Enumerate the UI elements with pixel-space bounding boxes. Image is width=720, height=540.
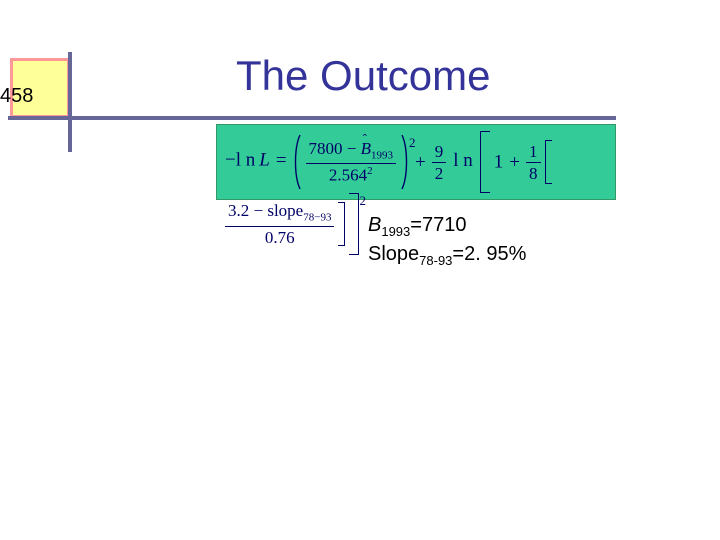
one: 1	[494, 152, 504, 173]
result-line-1: B1993=7710	[368, 212, 526, 241]
inner-den: 0.76	[225, 227, 334, 246]
lbracket-outer-icon	[480, 131, 490, 193]
result2-val: =2. 95%	[452, 243, 526, 265]
result2-sym: Slope	[368, 243, 419, 265]
page-number: 458	[0, 85, 33, 108]
horizontal-rule	[8, 116, 616, 120]
page-title: The Outcome	[236, 52, 490, 100]
plus-2: +	[507, 152, 522, 173]
term1-num-a: 7800 −	[309, 139, 357, 158]
plus-1: +	[413, 152, 428, 173]
inner-num-sub: 78−93	[303, 212, 331, 224]
term1-fraction: 7800 − ˆB1993 2.5642	[306, 140, 396, 184]
term1-den-sq: 2	[367, 165, 373, 177]
inner-num-a: 3.2 − slope	[228, 201, 303, 220]
formula-lead: −l n	[225, 150, 255, 171]
vertical-rule	[68, 52, 72, 152]
term1-num-sub: 1993	[371, 149, 393, 161]
rparen-icon	[400, 134, 409, 190]
result1-sub: 1993	[381, 224, 410, 239]
nine-over-two: 9 2	[432, 143, 447, 182]
lparen-icon	[293, 134, 302, 190]
inner-fraction: 3.2 − slope78−93 0.76	[225, 202, 334, 245]
rbracket-inner-icon	[338, 202, 345, 246]
result1-val: =7710	[410, 214, 466, 236]
ln-text: l n	[450, 150, 476, 171]
formula-eq: =	[274, 150, 289, 171]
rbracket-outer-icon	[349, 193, 359, 255]
term1-den: 2.564	[329, 166, 367, 185]
results-block: B1993=7710 Slope78-93=2. 95%	[368, 212, 526, 269]
result2-sub: 78-93	[419, 253, 452, 268]
result-line-2: Slope78-93=2. 95%	[368, 241, 526, 270]
formula-box: −l n L = 7800 − ˆB1993 2.5642 2 + 9 2 l …	[216, 124, 616, 200]
one-over-eight: 1 8	[526, 143, 541, 182]
formula-L: L	[259, 150, 270, 171]
result1-sym: B	[368, 214, 381, 236]
b-hat: ˆB	[361, 140, 371, 157]
lbracket-inner-icon	[545, 140, 552, 184]
